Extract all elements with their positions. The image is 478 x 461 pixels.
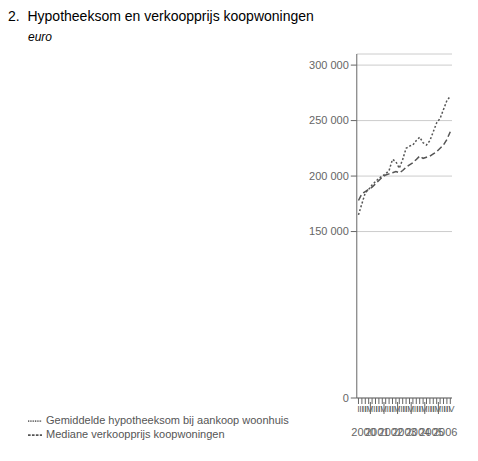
html-text:I II: I II xyxy=(357,404,365,415)
svg-text:250 000: 250 000 xyxy=(309,114,349,126)
svg-text:300 000: 300 000 xyxy=(309,59,349,71)
svg-text:IV: IV xyxy=(446,404,455,414)
html-text:Gemiddelde hypotheeksom bij aa: Gemiddelde hypotheeksom bij aankoop woon… xyxy=(46,413,289,426)
svg-text:0: 0 xyxy=(343,392,349,404)
svg-text:IV: IV xyxy=(405,404,414,414)
svg-text:2005: 2005 xyxy=(419,426,444,438)
svg-text:2003: 2003 xyxy=(392,426,417,438)
svg-text:IV: IV xyxy=(392,404,401,414)
svg-text:IV: IV xyxy=(378,404,387,414)
html-text:euro: euro xyxy=(28,30,52,44)
svg-text:IV: IV xyxy=(419,404,428,414)
svg-text:IV: IV xyxy=(364,404,373,414)
svg-text:2006: 2006 xyxy=(433,426,457,438)
svg-text:2004: 2004 xyxy=(405,426,431,438)
svg-text:2001: 2001 xyxy=(364,426,390,438)
html-text:Mediane verkoopprijs koopwonin: Mediane verkoopprijs koopwoningen xyxy=(46,427,225,440)
svg-text:2002: 2002 xyxy=(378,426,403,438)
svg-text:2000: 2000 xyxy=(351,426,376,438)
html-text:2. Hypotheeksom en verkoopprij: 2. Hypotheeksom en verkoopprijs koopwoni… xyxy=(8,8,314,24)
svg-text:150 000: 150 000 xyxy=(309,225,349,237)
svg-text:IV: IV xyxy=(432,404,441,414)
svg-text:200 000: 200 000 xyxy=(309,170,349,182)
